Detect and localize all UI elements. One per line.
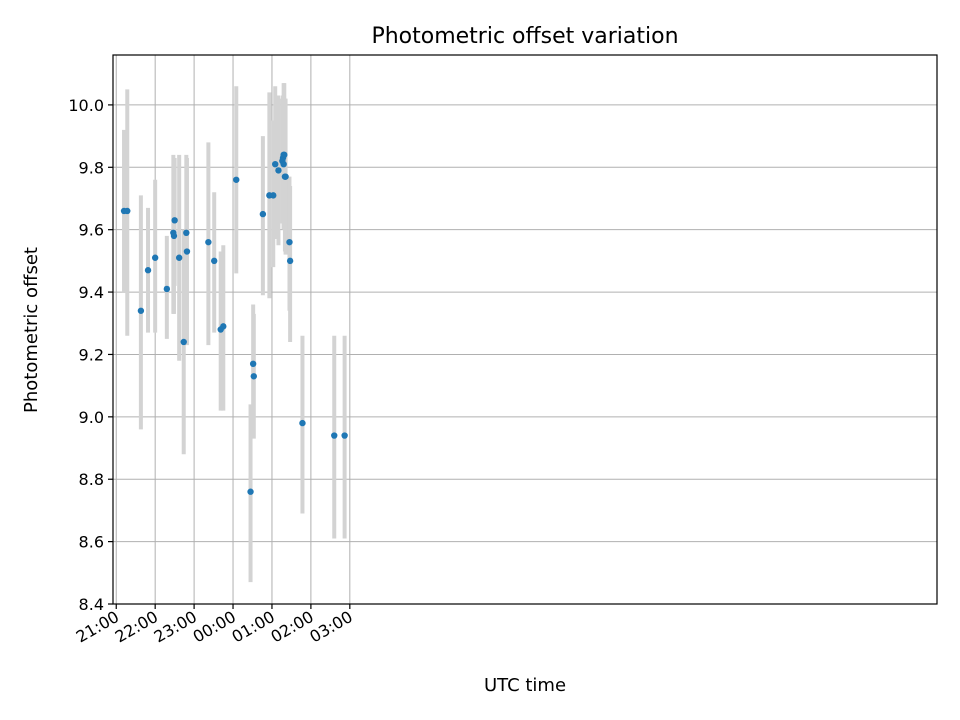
data-point — [180, 338, 187, 346]
y-tick-label: 9.0 — [79, 408, 104, 427]
data-point — [163, 285, 171, 293]
data-point — [211, 257, 218, 265]
data-point — [286, 238, 293, 246]
y-tick-label: 9.4 — [79, 283, 104, 302]
data-point — [137, 307, 145, 314]
data-point — [233, 176, 240, 183]
data-point — [250, 373, 257, 380]
data-point — [259, 210, 267, 218]
y-tick-label: 9.8 — [79, 158, 104, 177]
data-point — [299, 419, 306, 427]
data-point — [144, 267, 152, 274]
data-point — [170, 232, 178, 240]
data-point — [282, 173, 289, 180]
data-point — [275, 167, 282, 174]
data-point — [341, 432, 348, 439]
chart-title: Photometric offset variation — [371, 24, 678, 49]
data-point — [331, 432, 338, 439]
data-point — [124, 207, 131, 215]
x-axis-label: UTC time — [484, 675, 566, 696]
y-axis-label: Photometric offset — [21, 247, 42, 413]
data-point — [205, 238, 212, 246]
y-tick-label: 9.6 — [79, 221, 104, 240]
y-tick-label: 10.0 — [68, 96, 104, 115]
y-tick-label: 8.4 — [79, 595, 104, 614]
data-point — [249, 360, 257, 368]
data-point — [171, 217, 178, 224]
data-point — [272, 160, 279, 168]
data-point — [175, 254, 183, 261]
data-point — [247, 488, 254, 495]
y-tick-label: 8.6 — [79, 533, 104, 552]
data-point — [270, 192, 277, 199]
data-point — [151, 254, 159, 261]
point-layer — [120, 151, 348, 495]
data-point — [183, 229, 190, 237]
data-point — [281, 151, 288, 159]
data-point — [286, 257, 294, 265]
data-point — [183, 248, 191, 255]
plot-frame — [112, 54, 938, 605]
data-point — [280, 160, 287, 168]
y-tick-label: 9.2 — [79, 345, 104, 364]
data-point — [220, 323, 227, 330]
y-tick-label: 8.8 — [79, 470, 104, 489]
